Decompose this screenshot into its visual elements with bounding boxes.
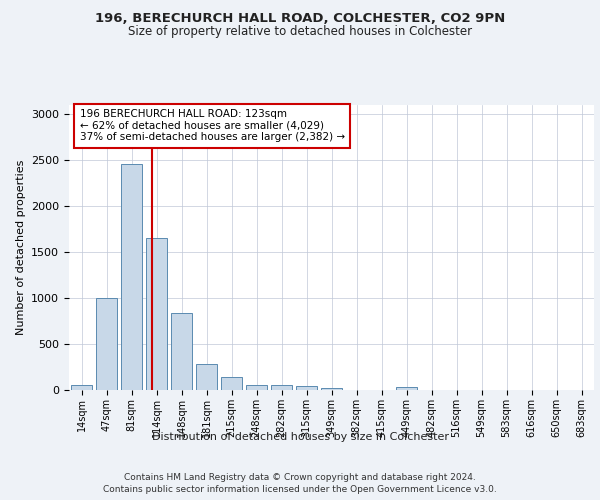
Bar <box>271 385 292 390</box>
Bar <box>246 385 267 390</box>
Y-axis label: Number of detached properties: Number of detached properties <box>16 160 26 335</box>
Bar <box>121 164 142 390</box>
Bar <box>321 388 342 390</box>
Text: Distribution of detached houses by size in Colchester: Distribution of detached houses by size … <box>151 432 449 442</box>
Bar <box>396 387 417 390</box>
Text: 196, BERECHURCH HALL ROAD, COLCHESTER, CO2 9PN: 196, BERECHURCH HALL ROAD, COLCHESTER, C… <box>95 12 505 26</box>
Text: Contains HM Land Registry data © Crown copyright and database right 2024.: Contains HM Land Registry data © Crown c… <box>124 472 476 482</box>
Bar <box>71 385 92 390</box>
Text: Size of property relative to detached houses in Colchester: Size of property relative to detached ho… <box>128 25 472 38</box>
Bar <box>296 386 317 390</box>
Bar <box>96 298 117 390</box>
Text: 196 BERECHURCH HALL ROAD: 123sqm
← 62% of detached houses are smaller (4,029)
37: 196 BERECHURCH HALL ROAD: 123sqm ← 62% o… <box>79 110 344 142</box>
Text: Contains public sector information licensed under the Open Government Licence v3: Contains public sector information licen… <box>103 485 497 494</box>
Bar <box>171 313 192 390</box>
Bar <box>196 364 217 390</box>
Bar <box>221 377 242 390</box>
Bar <box>146 238 167 390</box>
